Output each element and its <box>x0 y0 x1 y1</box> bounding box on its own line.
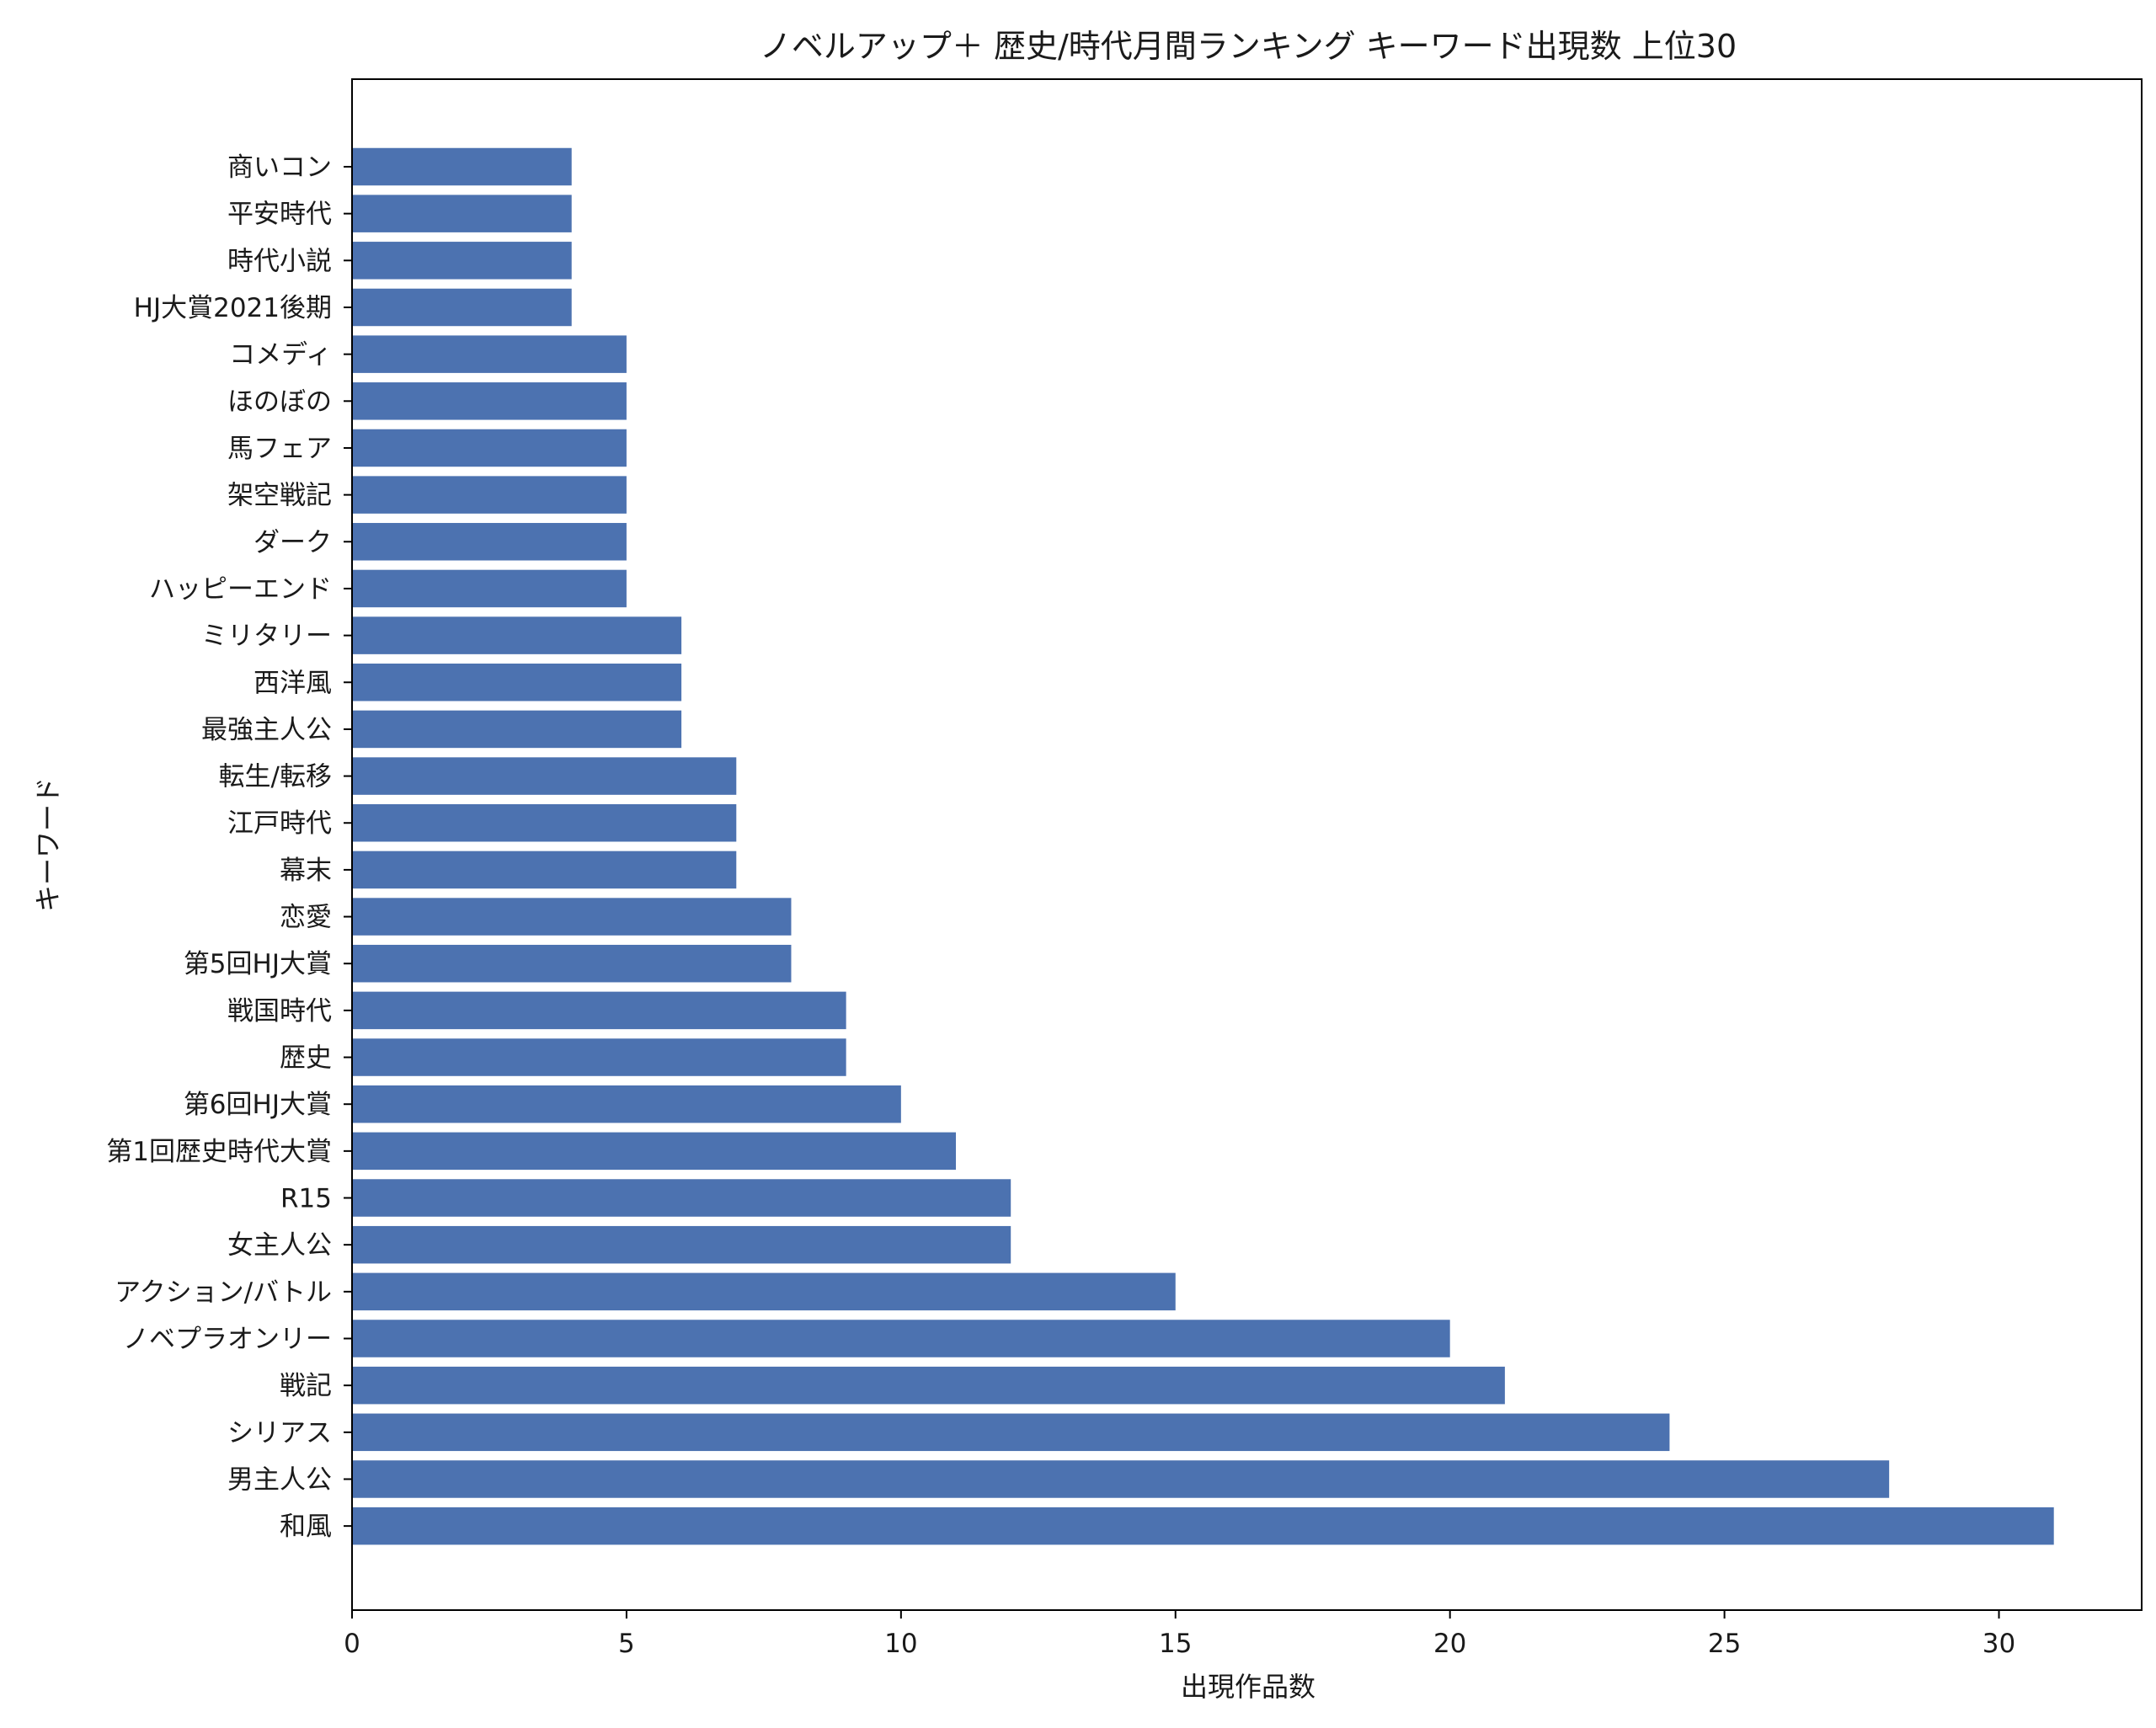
y-tick-label: コメディ <box>229 340 332 371</box>
y-tick-label: 第5回HJ大賞 <box>184 949 332 979</box>
chart-title: ノベルアップ＋ 歴史/時代月間ランキング キーワード出現数 上位30 <box>760 28 1737 65</box>
bar-13 <box>352 710 682 749</box>
bar-14 <box>352 757 737 795</box>
bar-21 <box>352 1085 901 1123</box>
y-tick-label: 女主人公 <box>227 1230 332 1261</box>
bar-9 <box>352 523 627 561</box>
bar-10 <box>352 569 627 608</box>
y-tick-label: 西洋風 <box>253 668 332 698</box>
y-tick-label: 歴史 <box>280 1043 332 1074</box>
y-tick-label: ミリタリー <box>201 621 332 652</box>
y-tick-label: ほのぼの <box>227 387 332 417</box>
bar-12 <box>352 664 682 701</box>
bar-30 <box>352 1507 2054 1545</box>
bar-29 <box>352 1460 1890 1498</box>
y-tick-label: 男主人公 <box>227 1464 332 1495</box>
bar-26 <box>352 1320 1450 1357</box>
x-axis-label: 出現作品数 <box>1181 1671 1315 1703</box>
y-tick-label: 恋愛 <box>280 903 332 933</box>
bar-25 <box>352 1272 1176 1311</box>
y-tick-label: 第6回HJ大賞 <box>184 1090 332 1120</box>
bar-17 <box>352 898 792 936</box>
x-tick-label: 20 <box>1433 1629 1466 1659</box>
plot-frame <box>351 78 2143 1611</box>
x-tick-label: 5 <box>618 1629 635 1659</box>
bar-18 <box>352 944 792 983</box>
bar-4 <box>352 288 572 327</box>
x-tick-label: 15 <box>1159 1629 1192 1659</box>
bar-7 <box>352 429 627 467</box>
x-tick-label: 25 <box>1708 1629 1741 1659</box>
bar-24 <box>352 1225 1011 1264</box>
bar-27 <box>352 1366 1505 1405</box>
y-tick-label: アクション/バトル <box>115 1277 332 1308</box>
y-tick-label: 江戸時代 <box>227 808 332 839</box>
bars-layer <box>352 147 2054 1545</box>
y-tick-label: 戦国時代 <box>227 996 332 1027</box>
bar-22 <box>352 1132 957 1171</box>
bar-3 <box>352 242 572 280</box>
y-tick-label: 転生/転移 <box>219 762 332 792</box>
bar-16 <box>352 851 737 889</box>
y-tick-label: 時代小説 <box>227 246 332 276</box>
y-tick-label: 戦記 <box>280 1371 332 1401</box>
x-tick-label: 0 <box>344 1629 360 1659</box>
y-tick-label: HJ大賞2021後期 <box>134 293 332 323</box>
bar-6 <box>352 382 627 420</box>
y-tick-label: ダーク <box>253 527 332 557</box>
bar-11 <box>352 616 682 654</box>
x-axis-ticks: 0 5 10 15 20 25 30 <box>344 1610 2015 1659</box>
y-tick-label: 和風 <box>280 1512 332 1542</box>
bar-23 <box>352 1179 1011 1217</box>
y-tick-label: 平安時代 <box>227 200 332 230</box>
x-tick-label: 10 <box>884 1629 917 1659</box>
y-tick-label: ノベプラオンリー <box>123 1325 332 1355</box>
bar-2 <box>352 195 572 232</box>
y-tick-label: シリアス <box>227 1418 332 1448</box>
x-tick-label: 30 <box>1983 1629 2015 1659</box>
y-tick-label: ハッピーエンド <box>149 574 332 605</box>
y-tick-label: 商いコン <box>227 152 332 183</box>
y-tick-label: 架空戦記 <box>227 481 332 511</box>
y-tick-label: 幕末 <box>280 856 332 886</box>
y-tick-label: 馬フェア <box>227 434 332 464</box>
bar-19 <box>352 991 846 1030</box>
y-tick-label: R15 <box>280 1184 332 1214</box>
bar-1 <box>352 147 572 186</box>
y-axis-label: キーワード <box>32 777 64 912</box>
bar-5 <box>352 335 627 373</box>
y-tick-label: 第1回歴史時代大賞 <box>106 1137 332 1167</box>
bar-15 <box>352 803 737 842</box>
bar-28 <box>352 1413 1670 1452</box>
bar-8 <box>352 476 627 514</box>
bar-20 <box>352 1038 846 1076</box>
y-tick-label: 最強主人公 <box>201 715 332 745</box>
